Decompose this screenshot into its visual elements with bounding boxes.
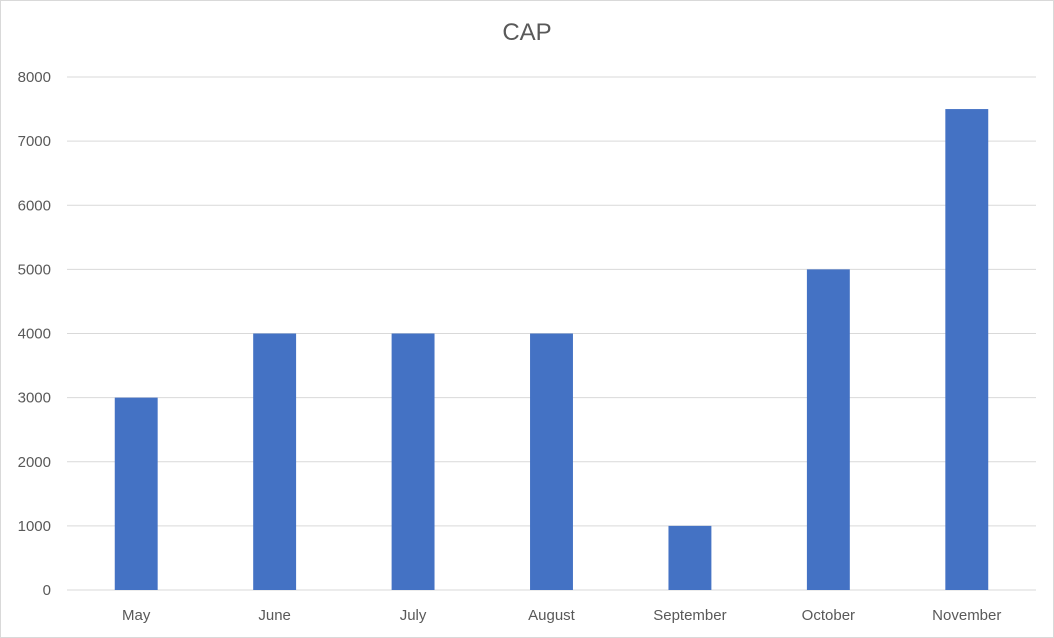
x-tick-label: October bbox=[802, 607, 855, 624]
chart-title: CAP bbox=[502, 19, 552, 46]
y-tick-label: 0 bbox=[43, 582, 51, 599]
bar-november bbox=[945, 109, 989, 590]
y-tick-label: 4000 bbox=[18, 326, 51, 343]
x-tick-label: August bbox=[528, 607, 576, 624]
bar-may bbox=[114, 397, 158, 590]
x-axis-ticks: May June July August September October Novembe… bbox=[122, 607, 1001, 624]
y-tick-label: 3000 bbox=[18, 390, 51, 407]
x-tick-label: November bbox=[932, 607, 1001, 624]
x-tick-label: June bbox=[258, 607, 291, 624]
x-tick-label: July bbox=[400, 607, 427, 624]
bar-september bbox=[668, 525, 712, 590]
bar-july bbox=[391, 333, 435, 590]
y-tick-label: 8000 bbox=[18, 69, 51, 86]
y-tick-label: 2000 bbox=[18, 454, 51, 471]
x-tick-label: September bbox=[653, 607, 726, 624]
bars bbox=[114, 109, 989, 590]
y-tick-label: 1000 bbox=[18, 518, 51, 535]
y-tick-label: 7000 bbox=[18, 133, 51, 150]
y-tick-label: 5000 bbox=[18, 261, 51, 278]
x-tick-label: May bbox=[122, 607, 151, 624]
y-axis-ticks: 0 1000 2000 3000 4000 5000 6000 7000 8000 bbox=[18, 69, 51, 599]
bar-august bbox=[530, 333, 573, 590]
bar-june bbox=[253, 333, 297, 590]
y-tick-label: 6000 bbox=[18, 197, 51, 214]
bar-october bbox=[806, 269, 850, 590]
